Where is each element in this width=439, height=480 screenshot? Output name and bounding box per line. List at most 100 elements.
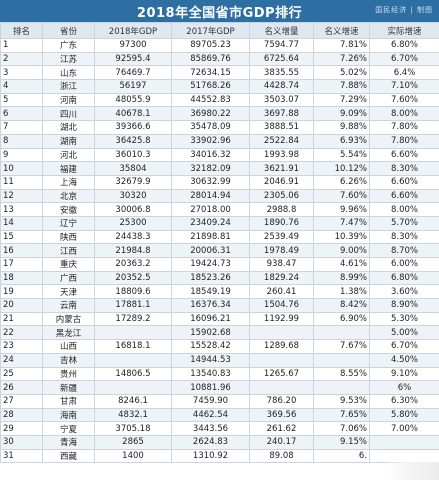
cell-nominal-growth: 9.53% — [313, 393, 370, 409]
cell-real-growth: 6.00% — [369, 257, 439, 272]
table-row: 4 浙江 56197 51768.26 4428.74 7.88% 7.10% — [0, 79, 439, 94]
table-row: 27 甘肃 8246.1 7459.90 786.20 9.53% 6.30% — [0, 393, 439, 409]
cell-gdp-2017: 89705.23 — [171, 38, 250, 53]
cell-rank: 17 — [0, 257, 43, 272]
cell-real-growth: 6.60% — [369, 174, 439, 190]
cell-gdp-2018: 20363.2 — [94, 257, 172, 272]
cell-gdp-2017: 28014.94 — [171, 188, 250, 204]
table-header-row: 排名 省份 2018年GDP 2017年GDP 名义增量 名义增速 实际增速 — [0, 22, 439, 39]
cell-gdp-2017: 23409.24 — [171, 215, 250, 231]
cell-real-growth: 8.30% — [369, 229, 439, 245]
cell-real-growth: 6.60% — [369, 188, 439, 204]
cell-province: 山东 — [42, 65, 95, 81]
cell-gdp-2017: 44552.83 — [171, 92, 250, 108]
cell-gdp-2018: 30006.8 — [94, 202, 172, 217]
cell-gdp-2017: 85869.76 — [171, 51, 250, 67]
cell-rank: 3 — [0, 65, 43, 81]
cell-gdp-2017: 15528.42 — [171, 339, 250, 354]
cell-rank: 5 — [0, 92, 43, 108]
cell-gdp-2017: 18549.19 — [171, 284, 250, 300]
cell-nominal-increase: 3621.91 — [249, 161, 314, 176]
cell-real-growth: 6.4% — [369, 65, 439, 81]
cell-gdp-2018: 1400 — [94, 448, 172, 464]
cell-real-growth: 7.00% — [369, 421, 439, 436]
cell-nominal-growth: 7.81% — [313, 38, 370, 53]
table-row: 3 山东 76469.7 72634.15 3835.55 5.02% 6.4% — [0, 65, 439, 81]
cell-nominal-increase: 240.17 — [249, 434, 314, 450]
cell-nominal-increase: 3888.51 — [249, 120, 314, 135]
cell-real-growth: 6.80% — [369, 38, 439, 53]
cell-rank: 13 — [0, 202, 43, 217]
cell-nominal-increase: 2539.49 — [249, 229, 314, 245]
cell-province: 新疆 — [42, 380, 95, 395]
cell-province: 河南 — [42, 92, 95, 108]
header-gdp-2017: 2017年GDP — [171, 22, 250, 39]
cell-real-growth — [369, 448, 439, 464]
cell-nominal-increase: 1829.24 — [249, 270, 314, 286]
cell-gdp-2017: 2624.83 — [171, 434, 250, 450]
cell-gdp-2018: 3705.18 — [94, 421, 172, 436]
cell-nominal-increase: 1192.99 — [249, 311, 314, 327]
cell-nominal-growth: 9.00% — [313, 243, 370, 258]
cell-real-growth: 4.50% — [369, 352, 439, 368]
cell-real-growth: 6% — [369, 380, 439, 395]
cell-rank: 18 — [0, 270, 43, 286]
cell-province: 宁夏 — [42, 421, 95, 436]
cell-nominal-growth: 6.90% — [313, 311, 370, 327]
cell-province: 广东 — [42, 38, 95, 53]
blurred-corner — [388, 462, 439, 480]
cell-nominal-growth: 7.26% — [313, 51, 370, 67]
cell-nominal-increase: 260.41 — [249, 284, 314, 300]
cell-rank: 23 — [0, 339, 43, 354]
cell-province: 辽宁 — [42, 215, 95, 231]
cell-real-growth — [369, 434, 439, 450]
cell-gdp-2017: 32182.09 — [171, 161, 250, 176]
cell-rank: 19 — [0, 284, 43, 300]
cell-real-growth: 7.80% — [369, 133, 439, 149]
cell-nominal-growth: 7.67% — [313, 339, 370, 354]
cell-nominal-growth: 9.96% — [313, 202, 370, 217]
cell-province: 海南 — [42, 407, 95, 423]
table-row: 19 天津 18809.6 18549.19 260.41 1.38% 3.60% — [0, 284, 439, 300]
cell-gdp-2017: 35478.09 — [171, 120, 250, 135]
cell-rank: 2 — [0, 51, 43, 67]
cell-rank: 8 — [0, 133, 43, 149]
header-real-growth: 实际增速 — [369, 22, 439, 39]
cell-real-growth: 5.00% — [369, 325, 439, 341]
cell-gdp-2017: 27018.00 — [171, 202, 250, 217]
table-row: 11 上海 32679.9 30632.99 2046.91 6.26% 6.60% — [0, 174, 439, 190]
cell-gdp-2017: 20006.31 — [171, 243, 250, 258]
table-row: 29 宁夏 3705.18 3443.56 261.62 7.06% 7.00% — [0, 421, 439, 436]
cell-province: 安徽 — [42, 202, 95, 217]
table-row: 12 北京 30320 28014.94 2305.06 7.60% 6.60% — [0, 188, 439, 204]
cell-nominal-growth: 10.12% — [313, 161, 370, 176]
cell-real-growth: 8.70% — [369, 243, 439, 258]
cell-nominal-growth: 7.47% — [313, 215, 370, 231]
cell-province: 江西 — [42, 243, 95, 258]
table-row: 28 海南 4832.1 4462.54 369.56 7.65% 5.80% — [0, 407, 439, 423]
cell-nominal-growth: 9.09% — [313, 106, 370, 122]
cell-province: 北京 — [42, 188, 95, 204]
cell-nominal-increase: 89.08 — [249, 448, 314, 464]
cell-province: 吉林 — [42, 352, 95, 368]
cell-province: 上海 — [42, 174, 95, 190]
cell-nominal-growth: 8.55% — [313, 366, 370, 382]
cell-rank: 14 — [0, 215, 43, 231]
table-row: 26 新疆 10881.96 6% — [0, 380, 439, 395]
cell-nominal-increase: 2522.84 — [249, 133, 314, 149]
cell-nominal-increase: 786.20 — [249, 393, 314, 409]
cell-gdp-2018: 14806.5 — [94, 366, 172, 382]
cell-gdp-2018: 36425.8 — [94, 133, 172, 149]
cell-nominal-increase — [249, 325, 314, 341]
cell-gdp-2017: 13540.83 — [171, 366, 250, 382]
cell-gdp-2017: 30632.99 — [171, 174, 250, 190]
cell-gdp-2018: 24438.3 — [94, 229, 172, 245]
cell-nominal-increase: 2305.06 — [249, 188, 314, 204]
cell-real-growth: 7.10% — [369, 79, 439, 94]
cell-real-growth: 7.80% — [369, 120, 439, 135]
cell-gdp-2018: 97300 — [94, 38, 172, 53]
cell-nominal-increase: 3835.55 — [249, 65, 314, 81]
table-row: 21 内蒙古 17289.2 16096.21 1192.99 6.90% 5.30% — [0, 311, 439, 327]
cell-province: 青海 — [42, 434, 95, 450]
cell-province: 重庆 — [42, 257, 95, 272]
